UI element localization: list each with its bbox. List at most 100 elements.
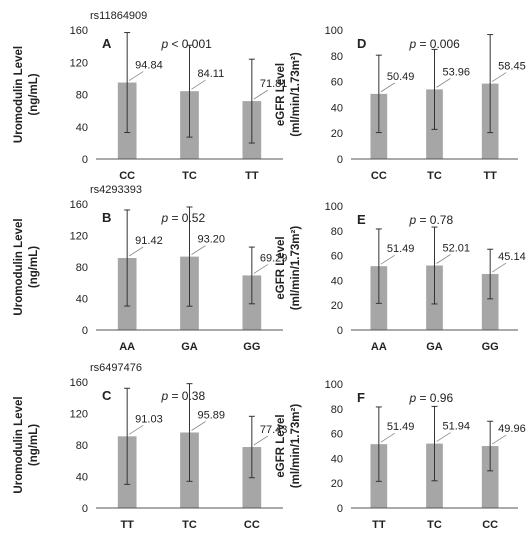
- data-label: 84.11: [198, 68, 225, 80]
- y-tick-label: 0: [82, 325, 88, 337]
- data-label: 69.29: [260, 252, 288, 264]
- data-label-leader: [436, 432, 451, 442]
- y-axis-label: Uromodulin Level: [13, 218, 25, 315]
- chart-panel-d: 0 20 40 60 80 100 CC 50.49 TC 53.96 TT 58.45 D p = 0.…: [275, 25, 526, 182]
- panel-letter: B: [102, 210, 111, 225]
- data-label: 93.20: [198, 234, 226, 246]
- p-value-text: = 0.006: [416, 37, 460, 51]
- data-label: 51.49: [387, 421, 415, 433]
- p-value-annotation: p = 0.38: [160, 389, 205, 403]
- p-symbol: p: [408, 213, 416, 227]
- y-tick-label: 80: [331, 51, 343, 63]
- y-tick-label: 20: [331, 478, 343, 490]
- p-value-annotation: p < 0.001: [160, 37, 212, 51]
- p-value-annotation: p = 0.78: [408, 213, 453, 227]
- data-label-leader: [253, 435, 269, 446]
- y-tick-label: 40: [76, 294, 88, 306]
- y-axis-unit-label: (ng/mL): [28, 246, 40, 288]
- panel-letter: F: [357, 390, 365, 405]
- data-label-leader: [491, 72, 507, 82]
- x-category-label: TC: [182, 170, 197, 182]
- data-label-leader: [191, 421, 206, 431]
- y-tick-label: 20: [331, 128, 343, 140]
- data-label: 45.14: [498, 251, 526, 263]
- y-tick-label: 160: [70, 377, 88, 389]
- y-tick-label: 0: [82, 503, 88, 515]
- p-symbol: p: [160, 389, 168, 403]
- y-tick-label: 120: [70, 57, 88, 69]
- data-label-leader: [380, 82, 396, 93]
- y-tick-label: 40: [76, 472, 88, 484]
- data-label-leader: [436, 254, 451, 264]
- x-category-label: GA: [426, 341, 443, 353]
- y-tick-label: 80: [76, 262, 88, 274]
- chart-panel-b: 0 40 80 120 160 AA 91.42 GA 93.20 GG 69.29 B p = 0.5…: [13, 184, 287, 353]
- data-label-leader: [380, 254, 396, 265]
- data-label-leader: [436, 78, 451, 88]
- y-axis-label: eGFR Level: [275, 414, 287, 477]
- y-axis-label: Uromodulin Level: [13, 46, 25, 143]
- data-label: 95.89: [198, 409, 226, 421]
- y-tick-label: 0: [337, 325, 343, 337]
- data-label: 77.43: [260, 424, 288, 436]
- x-category-label: TT: [483, 170, 497, 182]
- y-tick-label: 80: [76, 90, 88, 102]
- y-tick-label: 100: [325, 25, 343, 37]
- chart-panel-a: 0 40 80 120 160 CC 94.84 TC 84.11 TT 71.81 A p < 0.0…: [13, 10, 287, 182]
- x-category-label: GG: [243, 341, 260, 353]
- data-label: 91.42: [135, 235, 163, 247]
- panel-letter: D: [357, 36, 366, 51]
- y-axis-label: Uromodulin Level: [13, 396, 25, 493]
- bar: [481, 274, 499, 330]
- y-axis-label: eGFR Level: [275, 63, 287, 126]
- y-tick-label: 160: [70, 25, 88, 37]
- data-label-leader: [253, 264, 269, 274]
- y-axis-unit-label: (ml/min/1.73m²): [290, 52, 302, 137]
- y-tick-label: 60: [331, 251, 343, 263]
- x-category-label: TT: [372, 519, 386, 531]
- snp-label: rs4293393: [90, 184, 142, 196]
- p-value-annotation: p = 0.52: [160, 211, 205, 225]
- p-value-text: = 0.96: [416, 391, 453, 405]
- y-tick-label: 100: [325, 379, 343, 391]
- x-category-label: CC: [119, 170, 135, 182]
- data-label: 50.49: [387, 71, 415, 83]
- y-tick-label: 40: [331, 275, 343, 287]
- y-tick-label: 0: [337, 503, 343, 515]
- y-tick-label: 20: [331, 300, 343, 312]
- data-label-leader: [191, 245, 206, 255]
- x-category-label: TT: [120, 519, 134, 531]
- y-tick-label: 60: [331, 429, 343, 441]
- p-value-text: = 0.78: [416, 213, 453, 227]
- y-tick-label: 40: [331, 453, 343, 465]
- data-label-leader: [128, 424, 144, 435]
- data-label-leader: [253, 89, 269, 100]
- y-tick-label: 120: [70, 231, 88, 243]
- p-symbol: p: [160, 211, 168, 225]
- x-category-label: AA: [371, 341, 387, 353]
- y-tick-label: 40: [331, 102, 343, 114]
- x-category-label: GA: [181, 341, 198, 353]
- data-label-leader: [491, 434, 507, 445]
- data-label: 58.45: [498, 61, 526, 73]
- p-value-text: = 0.38: [168, 389, 205, 403]
- chart-panel-e: 0 20 40 60 80 100 AA 51.49 GA 52.01 GG 45.14 E p = 0.…: [275, 201, 526, 353]
- x-category-label: GG: [482, 341, 499, 353]
- data-label: 51.49: [387, 243, 415, 255]
- p-value-text: = 0.52: [168, 211, 205, 225]
- x-category-label: CC: [482, 519, 498, 531]
- data-label-leader: [191, 79, 206, 90]
- y-tick-label: 80: [331, 404, 343, 416]
- panel-letter: A: [102, 36, 112, 51]
- p-symbol: p: [408, 37, 416, 51]
- x-category-label: TC: [182, 519, 197, 531]
- panel-letter: C: [102, 388, 112, 403]
- y-tick-label: 80: [331, 226, 343, 238]
- chart-panel-c: 0 40 80 120 160 TT 91.03 TC 95.89 CC 77.43 C p = 0.3…: [13, 362, 287, 531]
- y-tick-label: 40: [76, 122, 88, 134]
- x-category-label: CC: [371, 170, 387, 182]
- data-label: 49.96: [498, 423, 526, 435]
- y-tick-label: 80: [76, 440, 88, 452]
- y-axis-unit-label: (ml/min/1.73m²): [290, 404, 302, 489]
